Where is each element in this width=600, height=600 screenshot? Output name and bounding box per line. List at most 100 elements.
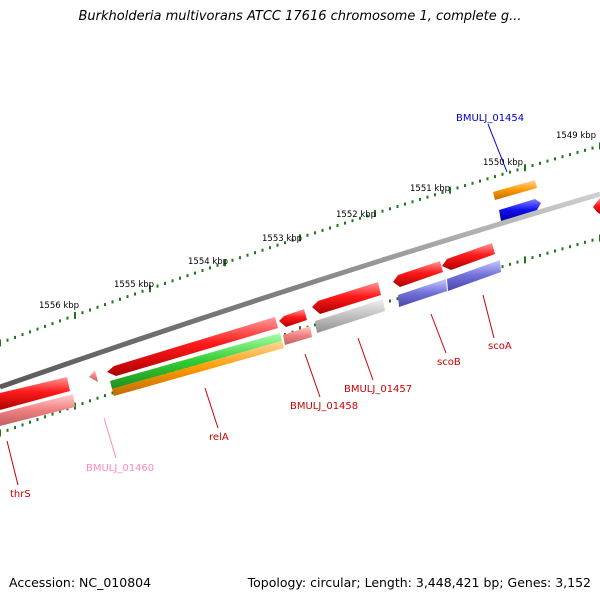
minor-tick	[561, 247, 564, 251]
minor-tick	[554, 249, 556, 253]
outer-scale-track	[0, 142, 600, 347]
minor-tick	[554, 157, 556, 161]
feature-scoa[interactable]	[442, 243, 495, 270]
gene-label-bmulj-01457: BMULJ_01457	[344, 384, 412, 395]
callout-lines	[6, 123, 508, 486]
minor-tick	[44, 324, 46, 328]
major-tick	[524, 164, 526, 172]
accession-text: Accession: NC_010804	[9, 575, 152, 590]
minor-tick	[509, 170, 511, 174]
feature-bmulj-01460[interactable]	[89, 370, 98, 382]
minor-tick	[104, 303, 106, 307]
major-tick	[224, 259, 226, 267]
feature-scob[interactable]	[393, 261, 443, 287]
minor-tick	[89, 399, 91, 403]
minor-tick	[126, 295, 129, 299]
minor-tick	[261, 248, 264, 252]
feature-bmulj-01457-gray[interactable]	[315, 299, 385, 333]
feature-rela-orange[interactable]	[112, 341, 284, 396]
minor-tick	[486, 177, 489, 181]
minor-tick	[336, 224, 339, 227]
major-tick	[0, 429, 1, 437]
minor-tick	[29, 420, 31, 424]
minor-tick	[29, 330, 31, 334]
gene-label-bmulj-01454: BMULJ_01454	[456, 113, 524, 124]
minor-tick	[569, 245, 571, 249]
minor-tick	[494, 175, 496, 179]
feature-bmulj-01454-blue[interactable]	[499, 199, 541, 221]
feature-bmulj-01458-pink[interactable]	[283, 326, 312, 345]
minor-tick	[569, 153, 571, 157]
major-tick	[449, 186, 451, 194]
gene-label-scob: scoB	[437, 357, 461, 368]
minor-tick	[329, 226, 331, 230]
minor-tick	[14, 426, 16, 430]
minor-tick	[306, 233, 309, 237]
minor-tick	[284, 241, 286, 245]
minor-tick	[464, 184, 466, 188]
feature-bmulj-01454-orange[interactable]	[493, 180, 537, 200]
minor-tick	[314, 323, 316, 327]
minor-tick	[501, 265, 504, 269]
minor-tick	[201, 269, 204, 272]
minor-tick	[89, 308, 91, 312]
feature-bmulj-01457[interactable]	[312, 282, 381, 314]
feature-thrs-pink[interactable]	[0, 394, 75, 426]
minor-tick	[426, 195, 429, 199]
minor-tick	[194, 271, 196, 275]
minor-tick	[216, 263, 219, 267]
minor-tick	[576, 243, 579, 246]
feature-rela[interactable]	[107, 317, 278, 376]
scale-label: 1552 kbp	[336, 210, 376, 220]
minor-tick	[381, 209, 384, 213]
minor-tick	[314, 231, 316, 235]
minor-tick	[59, 319, 61, 323]
reverse-features	[0, 243, 501, 426]
minor-tick	[81, 311, 84, 315]
minor-tick	[501, 172, 504, 176]
minor-tick	[239, 256, 241, 260]
minor-tick	[366, 214, 369, 218]
minor-tick	[164, 281, 166, 285]
minor-tick	[546, 251, 549, 255]
scale-label: 1551 kbp	[410, 184, 450, 194]
minor-tick	[156, 284, 159, 288]
minor-tick	[254, 251, 256, 255]
minor-tick	[404, 202, 406, 206]
minor-tick	[81, 402, 84, 405]
minor-tick	[36, 327, 39, 331]
minor-tick	[96, 396, 99, 400]
feature-thrs[interactable]	[0, 377, 70, 410]
minor-tick	[434, 193, 436, 197]
minor-tick	[269, 246, 271, 250]
minor-tick	[359, 216, 361, 220]
gene-label-bmulj-01460: BMULJ_01460	[86, 463, 154, 474]
minor-tick	[231, 258, 234, 262]
minor-tick	[584, 148, 586, 152]
minor-tick	[509, 262, 511, 266]
minor-tick	[51, 412, 54, 416]
feature-right-edge-red[interactable]	[593, 198, 600, 214]
minor-tick	[51, 322, 54, 326]
feature-rela-green[interactable]	[110, 333, 282, 389]
minor-tick	[119, 297, 121, 301]
feature-scob-purple[interactable]	[398, 279, 447, 307]
minor-tick	[291, 238, 294, 242]
minor-tick	[344, 221, 346, 225]
minor-tick	[141, 289, 144, 293]
minor-tick	[531, 164, 534, 167]
chromosome-backbone	[0, 191, 600, 390]
minor-tick	[66, 316, 69, 320]
feature-bmulj-01458[interactable]	[279, 309, 307, 327]
feature-scoa-purple[interactable]	[447, 260, 501, 291]
minor-tick	[389, 299, 391, 303]
gene-labels: BMULJ_01454 scoA scoB BMULJ_01457 BMULJ_…	[10, 113, 524, 500]
minor-tick	[396, 297, 399, 301]
minor-tick	[389, 207, 391, 211]
minor-tick	[584, 240, 586, 244]
minor-tick	[411, 200, 414, 204]
minor-tick	[546, 159, 549, 163]
minor-tick	[479, 179, 481, 183]
minor-tick	[6, 338, 9, 342]
